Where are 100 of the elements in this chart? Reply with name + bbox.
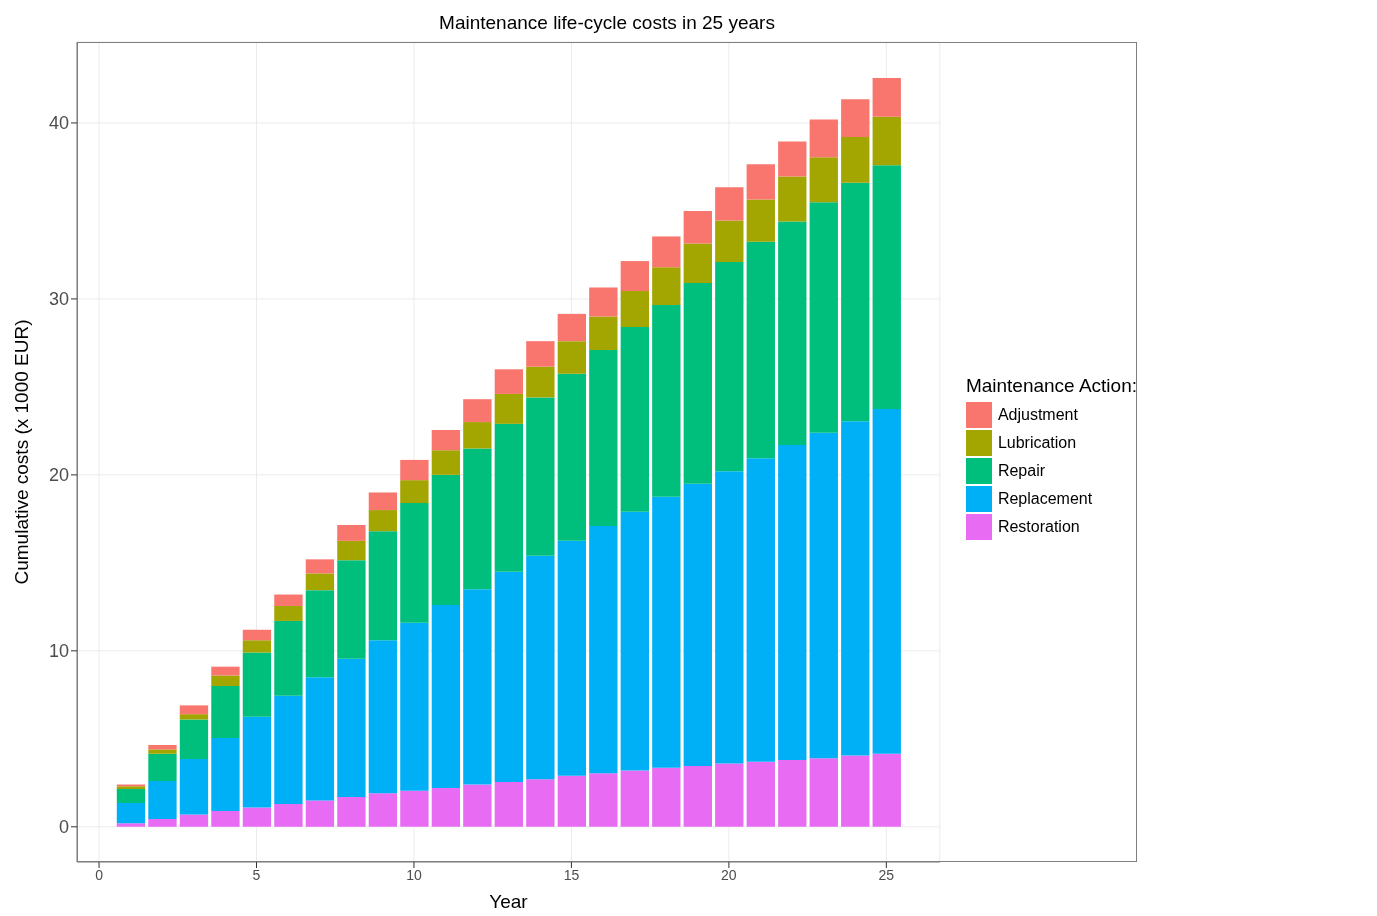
bar bbox=[715, 261, 744, 472]
bar bbox=[746, 199, 775, 242]
bar bbox=[463, 422, 492, 449]
bar bbox=[778, 221, 807, 445]
bar bbox=[872, 78, 901, 117]
bar bbox=[557, 373, 587, 541]
bar bbox=[242, 640, 272, 653]
x-axis-title: Year bbox=[489, 891, 529, 912]
y-tick-label: 10 bbox=[48, 641, 69, 662]
bar bbox=[179, 714, 209, 720]
bar bbox=[368, 492, 398, 511]
bar bbox=[715, 187, 744, 221]
bar bbox=[211, 737, 240, 811]
bar bbox=[778, 759, 807, 827]
bar bbox=[809, 432, 838, 759]
bar bbox=[652, 496, 681, 768]
bar bbox=[179, 705, 209, 715]
bar bbox=[746, 241, 775, 459]
bar bbox=[589, 773, 618, 827]
y-tick-label: 20 bbox=[48, 465, 69, 486]
bar bbox=[305, 573, 335, 591]
bar bbox=[809, 202, 838, 433]
bar bbox=[526, 779, 555, 827]
bar bbox=[620, 290, 649, 328]
bar bbox=[841, 137, 870, 183]
bar bbox=[557, 775, 587, 827]
bar bbox=[652, 305, 681, 497]
bar bbox=[274, 620, 303, 696]
x-tick-label: 5 bbox=[252, 866, 261, 883]
bar bbox=[274, 605, 303, 621]
bar bbox=[683, 483, 712, 767]
bar bbox=[305, 590, 335, 678]
bar bbox=[211, 810, 240, 827]
bar bbox=[809, 119, 838, 158]
y-axis-title: Cumulative costs (x 1000 EUR) bbox=[10, 319, 32, 585]
bar bbox=[148, 818, 177, 827]
bar bbox=[463, 784, 492, 827]
bar bbox=[652, 236, 681, 268]
bar bbox=[494, 369, 524, 394]
bar bbox=[526, 341, 555, 367]
bar bbox=[274, 594, 303, 606]
bar bbox=[526, 555, 555, 780]
bar bbox=[557, 313, 587, 342]
bar bbox=[400, 480, 429, 504]
bar bbox=[431, 474, 461, 606]
bar bbox=[683, 283, 712, 484]
bar bbox=[683, 243, 712, 284]
bar bbox=[116, 823, 146, 827]
bar bbox=[557, 540, 587, 776]
bar bbox=[179, 814, 209, 827]
bar bbox=[589, 287, 618, 317]
bar bbox=[683, 766, 712, 827]
bar bbox=[431, 605, 461, 789]
bar bbox=[589, 525, 618, 774]
bar bbox=[400, 503, 429, 623]
bar bbox=[148, 781, 177, 819]
bar bbox=[242, 716, 272, 808]
bar bbox=[778, 444, 807, 760]
x-tick-label: 20 bbox=[721, 866, 737, 883]
bar bbox=[179, 719, 209, 760]
bar bbox=[620, 327, 649, 512]
bar bbox=[116, 788, 146, 804]
bar bbox=[778, 141, 807, 177]
bar bbox=[809, 157, 838, 203]
bar bbox=[148, 753, 177, 782]
bar bbox=[148, 744, 177, 750]
bar bbox=[305, 677, 335, 801]
bar bbox=[746, 164, 775, 200]
bar bbox=[431, 430, 461, 451]
bar bbox=[368, 640, 398, 794]
bar bbox=[400, 622, 429, 791]
bar bbox=[746, 761, 775, 827]
bar bbox=[148, 749, 177, 754]
bar bbox=[494, 423, 524, 572]
legend-title: Maintenance Action: bbox=[965, 375, 1137, 397]
bar bbox=[526, 366, 555, 398]
x-tick-label: 10 bbox=[406, 866, 422, 883]
bar bbox=[337, 796, 366, 827]
bar bbox=[872, 408, 901, 754]
bar bbox=[337, 560, 366, 659]
bar bbox=[242, 629, 272, 641]
bar bbox=[620, 770, 649, 827]
y-tick-label: 40 bbox=[48, 113, 69, 134]
bar bbox=[337, 658, 366, 797]
x-tick-label: 25 bbox=[878, 866, 895, 883]
bar bbox=[305, 800, 335, 827]
bar bbox=[715, 471, 744, 764]
bar bbox=[463, 589, 492, 785]
bar bbox=[211, 686, 240, 738]
bar bbox=[116, 803, 146, 824]
chart-title: Maintenance life-cycle costs in 25 years bbox=[438, 12, 776, 34]
bar bbox=[305, 559, 335, 574]
bar bbox=[620, 261, 649, 291]
bar bbox=[494, 393, 524, 424]
y-tick-label: 0 bbox=[58, 817, 69, 838]
bar bbox=[463, 448, 492, 590]
bar bbox=[274, 695, 303, 804]
bar bbox=[242, 807, 272, 827]
bar bbox=[179, 759, 209, 815]
bar bbox=[715, 763, 744, 827]
